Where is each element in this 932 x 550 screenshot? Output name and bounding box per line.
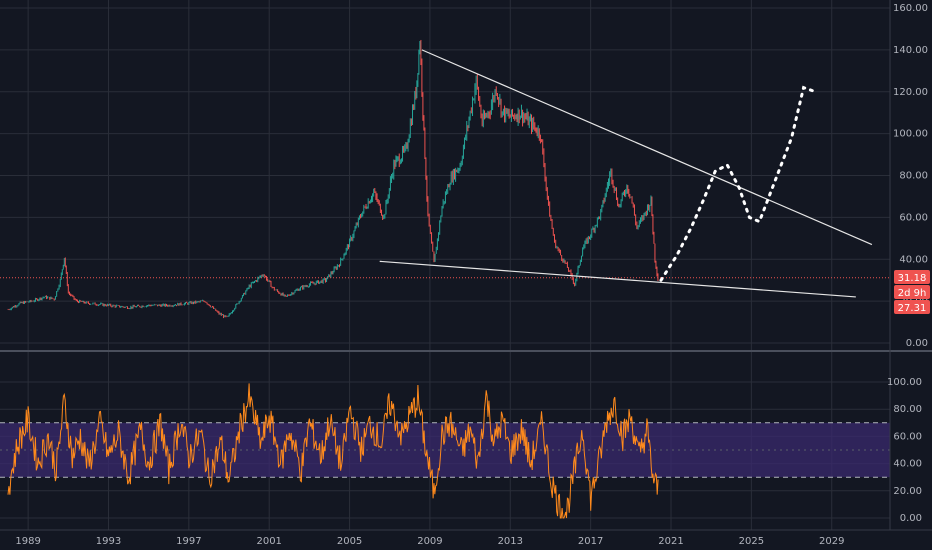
projection-path — [659, 85, 818, 282]
time-axis-tick-0: 1989 — [15, 536, 40, 547]
price-axis-tick-1: 140.00 — [893, 45, 928, 56]
time-axis-tick-1: 1993 — [96, 536, 121, 547]
price-axis-tick-4: 80.00 — [899, 171, 928, 182]
rsi-axis-tick-2: 60.00 — [893, 431, 922, 442]
price-series — [0, 39, 890, 319]
time-axis-tick-9: 2025 — [739, 536, 764, 547]
rsi-axis-tick-4: 20.00 — [893, 486, 922, 497]
rsi-series — [7, 383, 659, 519]
price-axis-tick-0: 160.00 — [893, 3, 928, 14]
low-price-tag: 27.31 — [898, 303, 927, 314]
price-axis-tick-6: 40.00 — [899, 254, 928, 265]
time-axis-tick-7: 2017 — [578, 536, 603, 547]
price-tags: 31.18 2d 9h 27.31 — [894, 270, 930, 314]
time-axis-tick-6: 2013 — [498, 536, 523, 547]
rsi-axis-tick-3: 40.00 — [893, 459, 922, 470]
last-price-tag: 31.18 — [898, 273, 927, 284]
low-price-tag-bg — [894, 300, 930, 314]
price-axis-tick-8: 0.00 — [906, 338, 928, 349]
price-axis-tick-5: 60.00 — [899, 212, 928, 223]
trend-lines — [379, 49, 873, 298]
time-axis-tick-5: 2009 — [417, 536, 442, 547]
time-axis-tick-10: 2029 — [819, 536, 844, 547]
time-axis-tick-2: 1997 — [176, 536, 201, 547]
rsi-axis-tick-1: 80.00 — [893, 404, 922, 415]
countdown-tag-bg — [894, 285, 930, 299]
projection-arrow — [659, 85, 818, 282]
price-axis-tick-3: 100.00 — [893, 129, 928, 140]
rsi-axis-tick-0: 100.00 — [887, 377, 922, 388]
last-price-tag-bg — [894, 270, 930, 284]
time-axis-tick-8: 2021 — [658, 536, 683, 547]
trend-line-1 — [379, 260, 856, 298]
trend-line-0 — [421, 49, 873, 246]
time-axis-tick-4: 2005 — [337, 536, 362, 547]
price-axis-tick-2: 120.00 — [893, 87, 928, 98]
time-axis-tick-3: 2001 — [256, 536, 281, 547]
rsi-axis-tick-5: 0.00 — [900, 513, 922, 524]
countdown-tag: 2d 9h — [898, 288, 927, 299]
rsi-line — [7, 383, 659, 519]
